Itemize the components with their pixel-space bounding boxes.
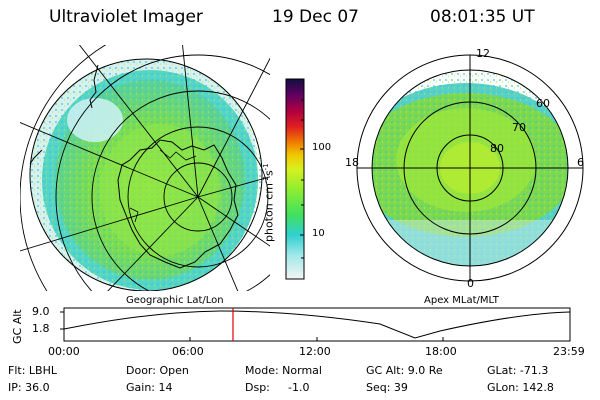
timeline-ytick-high: 9.0	[32, 305, 50, 318]
timeline-ylabel: GC Alt	[11, 309, 24, 344]
mlat-label-60: 60	[536, 97, 550, 110]
geographic-caption: Geographic Lat/Lon	[126, 295, 224, 306]
gain-info: Gain: 14	[126, 381, 173, 394]
mode-info: Mode: Normal	[245, 364, 322, 377]
colorbar-tick-10: 10	[312, 228, 325, 239]
coastline	[117, 139, 239, 269]
timeline-plot	[60, 307, 571, 342]
colorbar-unit-label: photon cm-2s-1	[262, 163, 276, 242]
colorbar	[285, 78, 305, 280]
latitude-lines	[20, 45, 270, 291]
coastline-south-america	[89, 64, 99, 109]
geographic-map-panel	[20, 45, 270, 291]
timeline-ytick-low: 1.8	[32, 322, 50, 335]
glat-info: GLat: -71.3	[487, 364, 549, 377]
filter-info: Flt: LBHL	[8, 364, 57, 377]
polar-caption: Apex MLat/MLT	[424, 295, 499, 306]
mlt-label-18: 18	[345, 156, 359, 169]
seq-info: Seq: 39	[366, 381, 408, 394]
gc-alt-info: GC Alt: 9.0 Re	[366, 364, 443, 377]
mlat-label-80: 80	[490, 142, 504, 155]
timeline-xtick-0600: 06:00	[172, 345, 204, 358]
orbit-altitude-curve	[63, 310, 571, 339]
polar-map-panel	[356, 54, 584, 282]
timeline-xtick-0000: 00:00	[48, 345, 80, 358]
dsp-info-label: Dsp:	[245, 381, 270, 394]
glon-info: GLon: 142.8	[487, 381, 554, 394]
instrument-title: Ultraviolet Imager	[49, 7, 203, 27]
mlt-label-6: 6	[577, 156, 584, 169]
mlat-label-70: 70	[512, 121, 526, 134]
date-label: 19 Dec 07	[272, 7, 359, 27]
timeline-xtick-1200: 12:00	[299, 345, 331, 358]
colorbar-tick-100: 100	[312, 142, 332, 153]
time-label: 08:01:35 UT	[430, 7, 535, 27]
timeline-xtick-1800: 18:00	[425, 345, 457, 358]
ip-info: IP: 36.0	[8, 381, 50, 394]
dsp-info-value: -1.0	[288, 381, 310, 394]
timeline-xtick-2359: 23:59	[553, 345, 585, 358]
longitude-lines	[20, 45, 270, 291]
mlt-label-0: 0	[467, 277, 474, 290]
mlt-label-12: 12	[476, 47, 490, 60]
door-info: Door: Open	[126, 364, 189, 377]
